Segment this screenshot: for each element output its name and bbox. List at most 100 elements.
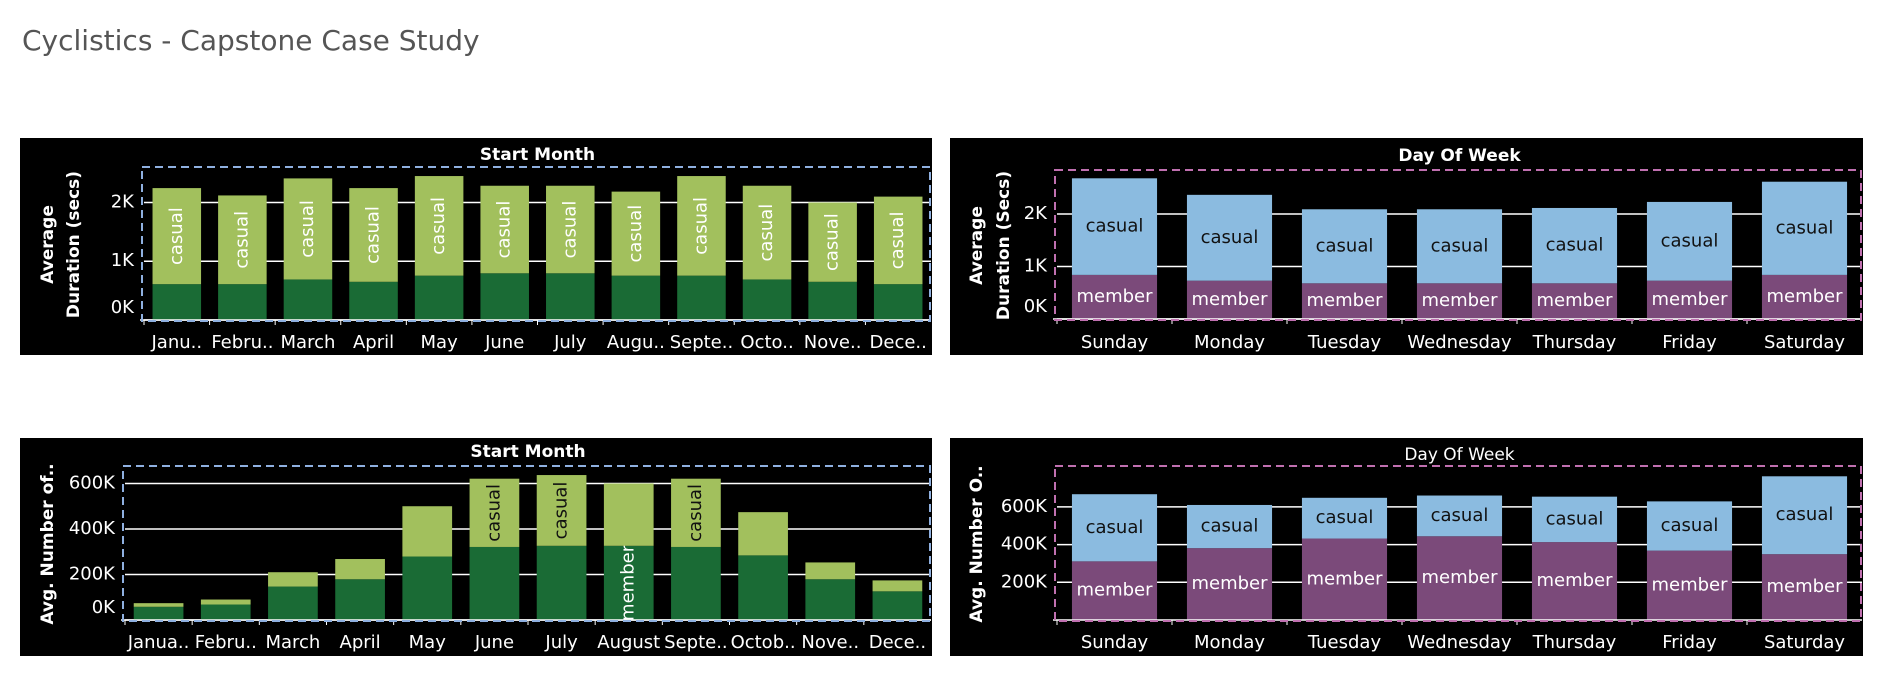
bar-segment	[536, 545, 587, 620]
bar-segment	[133, 606, 184, 620]
selection-border	[141, 166, 931, 322]
bar-segment	[1301, 283, 1388, 319]
x-tick-label: Sunday	[1081, 332, 1149, 353]
bar-label: casual	[756, 204, 777, 262]
bar-label: casual	[1201, 227, 1259, 248]
bar-segment	[1646, 550, 1733, 620]
bar-segment	[1186, 548, 1273, 620]
bar-segment	[808, 281, 857, 320]
bar-segment	[611, 275, 661, 320]
bar-segment	[808, 202, 857, 282]
x-tick-label: Friday	[1662, 332, 1717, 353]
bar-segment	[1416, 536, 1503, 620]
y-tick-label: 0K	[1024, 296, 1048, 317]
bar-segment	[469, 546, 520, 620]
bar-label: casual	[1201, 516, 1259, 537]
bar-segment	[414, 176, 464, 276]
x-tick-label: Octob..	[731, 632, 796, 653]
x-tick-label: March	[281, 332, 336, 353]
bar-segment	[414, 275, 464, 320]
x-tick-label: Friday	[1662, 632, 1717, 653]
bar-segment	[402, 506, 453, 557]
bar-segment	[805, 562, 856, 580]
y-axis-label: Avg. Number O..	[967, 465, 987, 622]
bar-label: casual	[231, 211, 252, 269]
x-tick-label: Monday	[1194, 332, 1265, 353]
x-tick-label: Monday	[1194, 632, 1265, 653]
x-tick-label: Nove..	[801, 632, 859, 653]
bar-segment	[1761, 476, 1848, 555]
bar-segment	[349, 188, 398, 282]
bar-label: casual	[494, 201, 515, 259]
bar-segment	[218, 284, 267, 320]
x-tick-label: Saturday	[1764, 332, 1845, 353]
bar-segment	[283, 178, 333, 280]
y-tick-label: 2K	[1024, 203, 1048, 224]
axis-header: Day Of Week	[1398, 146, 1521, 166]
bar-segment	[200, 604, 251, 620]
bar-segment	[1301, 538, 1388, 620]
bar-segment	[671, 478, 721, 547]
bar-segment	[536, 475, 587, 546]
y-axis-label: Avg. Number of..	[38, 463, 58, 624]
x-tick-label: Dece..	[869, 632, 926, 653]
bar-segment	[283, 279, 333, 320]
x-tick-label: Saturday	[1764, 632, 1845, 653]
bar-segment	[133, 603, 184, 607]
y-tick-label: 400K	[69, 518, 116, 539]
bar-segment	[268, 572, 318, 587]
bar-label: member	[1766, 286, 1843, 307]
x-tick-label: June	[474, 632, 514, 653]
bar-label: member	[618, 544, 639, 621]
bar-label: casual	[428, 197, 449, 255]
axis-header: Day Of Week	[1404, 445, 1514, 465]
bar-segment	[349, 281, 398, 320]
axis-header: Start Month	[470, 442, 585, 462]
bar-label: casual	[363, 206, 384, 264]
bar-label: casual	[1431, 505, 1489, 526]
y-tick-label: 200K	[69, 563, 116, 584]
y-tick-label: 600K	[69, 472, 116, 493]
bar-label: casual	[551, 482, 572, 540]
bar-label: casual	[1661, 230, 1719, 251]
bar-segment	[218, 195, 267, 285]
bar-label: member	[1306, 568, 1383, 589]
bar-label: member	[1076, 580, 1153, 601]
bar-segment	[872, 580, 923, 592]
bar-label: member	[1421, 290, 1498, 311]
bar-segment	[469, 478, 520, 547]
bar-label: casual	[1546, 508, 1604, 529]
y-tick-label: 600K	[1001, 496, 1048, 517]
x-tick-label: March	[265, 632, 320, 653]
y-axis-label: Duration (secs)	[64, 171, 84, 318]
bar-label: casual	[887, 212, 908, 270]
bar-segment	[873, 284, 923, 320]
bar-segment	[603, 483, 654, 546]
bar-segment	[742, 185, 792, 280]
x-tick-label: August	[597, 632, 660, 653]
bar-label: member	[1651, 574, 1728, 595]
x-tick-label: Wednesday	[1407, 332, 1512, 353]
bar-segment	[1646, 501, 1733, 551]
bar-segment	[480, 185, 529, 274]
x-tick-label: June	[484, 332, 524, 353]
bar-label: casual	[1546, 235, 1604, 256]
y-axis-label: Average	[967, 206, 987, 285]
bar-segment	[1071, 561, 1158, 620]
x-tick-label: Febru..	[195, 632, 257, 653]
y-tick-label: 0K	[92, 597, 116, 618]
y-tick-label: 1K	[1024, 256, 1048, 277]
bar-label: member	[1421, 567, 1498, 588]
selection-border	[1054, 169, 1862, 321]
bar-segment	[872, 591, 923, 620]
bar-segment	[603, 545, 654, 620]
x-tick-label: May	[421, 332, 459, 353]
x-tick-label: Augu..	[607, 332, 665, 353]
bar-segment	[335, 579, 385, 620]
bar-segment	[1416, 283, 1503, 319]
y-tick-label: 400K	[1001, 534, 1048, 555]
bar-label: casual	[483, 484, 504, 542]
bar-label: member	[1191, 573, 1268, 594]
axis-header: Start Month	[480, 145, 595, 165]
